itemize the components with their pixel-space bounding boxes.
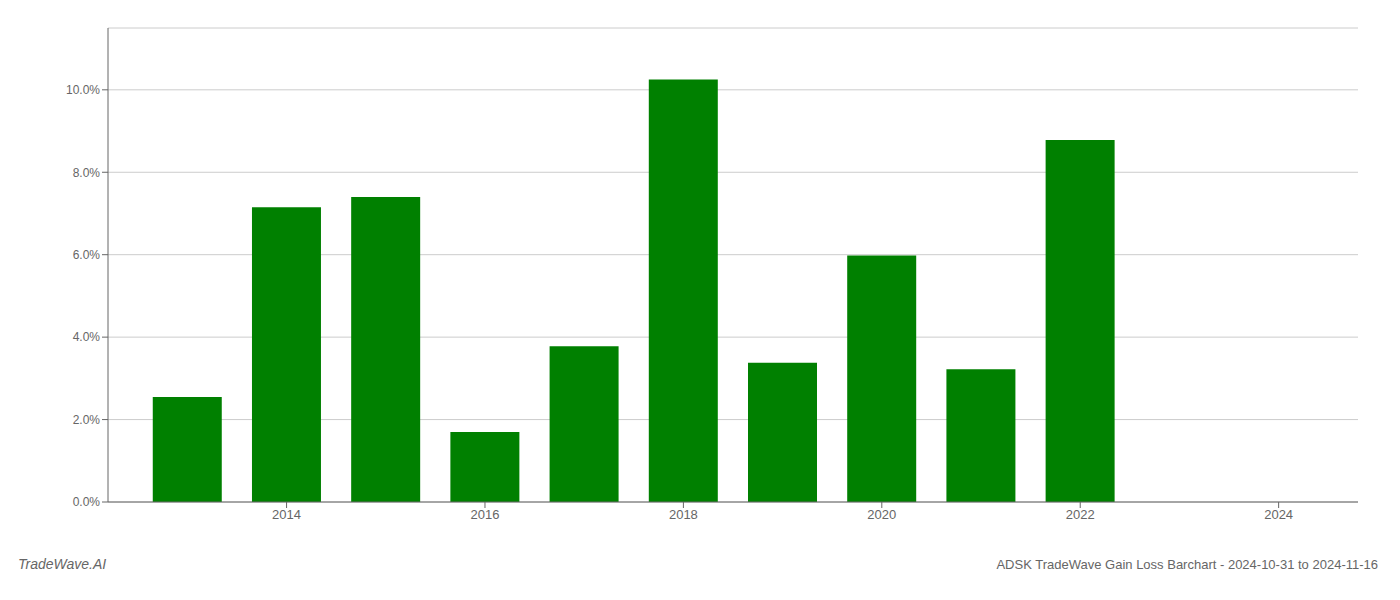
svg-text:2016: 2016 (471, 507, 500, 522)
svg-text:2014: 2014 (272, 507, 301, 522)
svg-text:6.0%: 6.0% (73, 248, 101, 262)
svg-text:4.0%: 4.0% (73, 330, 101, 344)
svg-text:2022: 2022 (1066, 507, 1095, 522)
svg-text:2.0%: 2.0% (73, 413, 101, 427)
svg-text:2020: 2020 (867, 507, 896, 522)
svg-text:8.0%: 8.0% (73, 166, 101, 180)
html-text:TradeWave.AI: TradeWave.AI (18, 556, 107, 572)
html-text:ADSK TradeWave Gain Loss Barch: ADSK TradeWave Gain Loss Barchart - 2024… (996, 557, 1378, 572)
svg-text:0.0%: 0.0% (73, 495, 101, 509)
svg-text:2018: 2018 (669, 507, 698, 522)
svg-text:2024: 2024 (1264, 507, 1293, 522)
svg-text:10.0%: 10.0% (66, 83, 100, 97)
